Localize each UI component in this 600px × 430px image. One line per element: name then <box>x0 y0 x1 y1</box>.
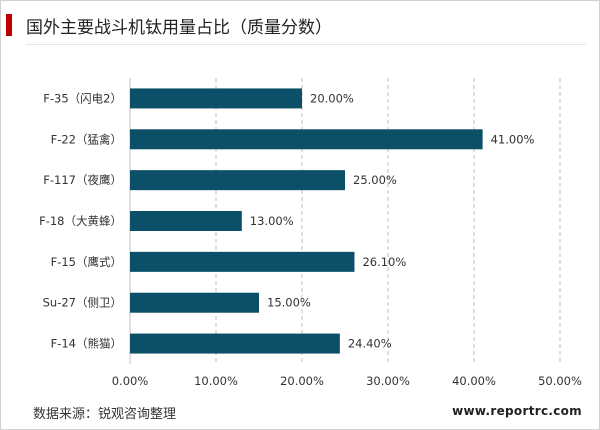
category-label: F-18（大黄蜂） <box>39 214 122 228</box>
category-label: F-14（熊猫） <box>51 337 122 351</box>
category-labels: F-35（闪电2） F-22（猛禽） F-117（夜鹰） F-18（大黄蜂） F-15（… <box>39 91 122 350</box>
bar <box>130 333 340 354</box>
title-accent-bar <box>6 14 12 36</box>
chart-title: 国外主要战斗机钛用量占比（质量分数） <box>26 18 332 38</box>
title-bar: 国外主要战斗机钛用量占比（质量分数） <box>0 0 600 46</box>
category-label: F-35（闪电2） <box>43 91 122 105</box>
value-label: 20.00% <box>310 91 354 105</box>
bar <box>130 170 345 191</box>
value-label: 15.00% <box>267 296 311 310</box>
value-label: 25.00% <box>353 173 397 187</box>
x-tick-label: 20.00% <box>280 374 324 388</box>
category-label: F-117（夜鹰） <box>43 173 122 187</box>
value-label: 41.00% <box>491 132 535 146</box>
x-axis-tick-labels: 0.00% 10.00% 20.00% 30.00% 40.00% 50.00% <box>112 374 582 388</box>
category-label: F-15（鹰式） <box>51 255 122 269</box>
value-label: 24.40% <box>348 337 392 351</box>
bar <box>130 251 355 272</box>
bar <box>130 88 302 109</box>
value-label: 26.10% <box>362 255 406 269</box>
x-tick-label: 10.00% <box>194 374 238 388</box>
bar <box>130 292 259 313</box>
category-label: Su-27（侧卫） <box>43 296 122 310</box>
x-tick-label: 30.00% <box>366 374 410 388</box>
x-tick-label: 40.00% <box>452 374 496 388</box>
website-watermark: www.reportrc.com <box>452 404 582 418</box>
x-tick-label: 0.00% <box>112 374 149 388</box>
value-label: 13.00% <box>250 214 294 228</box>
value-labels: 20.00% 41.00% 25.00% 13.00% 26.10% 15.00% 24.4… <box>250 91 535 350</box>
bar <box>130 211 242 231</box>
x-tick-label: 50.00% <box>538 374 582 388</box>
source-note: 数据来源：锐观咨询整理 <box>33 407 177 422</box>
bar <box>130 129 483 150</box>
category-label: F-22（猛禽） <box>51 132 122 146</box>
title-divider <box>26 44 586 45</box>
bars <box>130 88 483 354</box>
